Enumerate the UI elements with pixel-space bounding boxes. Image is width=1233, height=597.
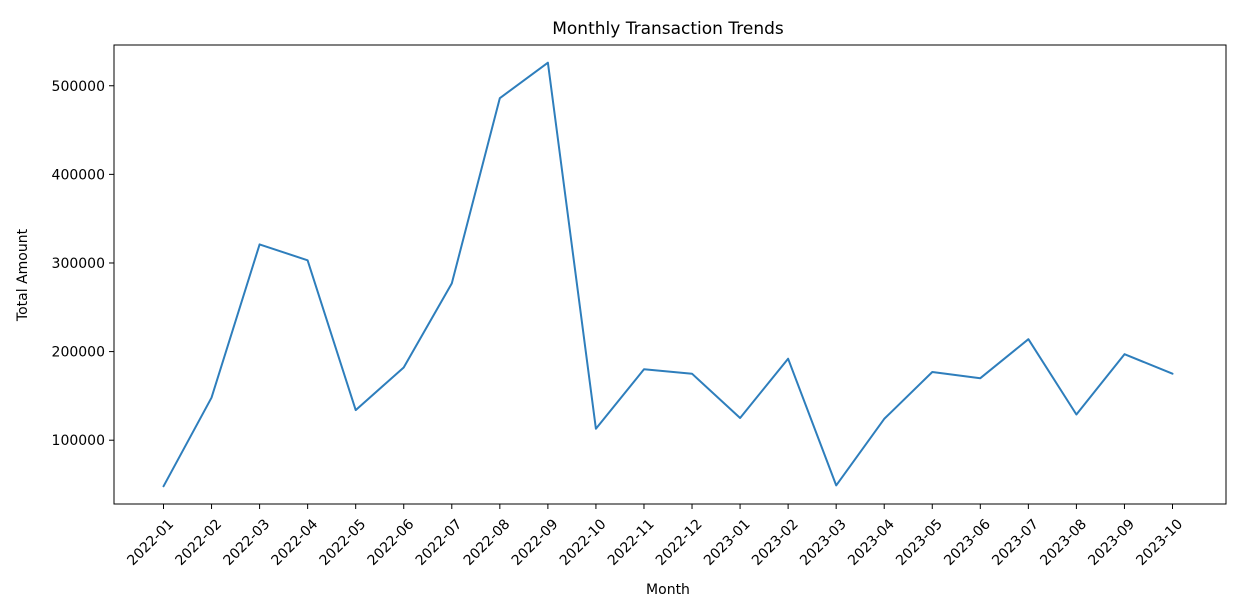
y-axis-label: Total Amount xyxy=(15,228,31,322)
y-tick-label: 400000 xyxy=(52,167,105,183)
x-tick-label: 2023-09 xyxy=(1085,516,1138,569)
x-tick-label: 2022-05 xyxy=(317,516,370,569)
y-tick-label: 100000 xyxy=(52,433,105,449)
x-tick-label: 2023-04 xyxy=(845,516,898,569)
series-layer xyxy=(162,61,1174,488)
x-tick-label: 2023-05 xyxy=(893,516,946,569)
series-line xyxy=(162,61,1174,488)
x-axis-label: Month xyxy=(646,582,690,597)
y-axis: 100000 200000 300000 400000 500000 xyxy=(52,79,114,449)
x-tick-label: 2022-02 xyxy=(172,516,225,569)
x-tick-label: 2023-08 xyxy=(1037,516,1090,569)
x-tick-label: 2022-06 xyxy=(365,516,418,569)
x-tick-label: 2022-10 xyxy=(557,516,610,569)
chart-title: Monthly Transaction Trends xyxy=(552,19,784,39)
x-tick-label: 2022-11 xyxy=(605,516,658,569)
x-tick-label: 2023-01 xyxy=(701,516,754,569)
x-tick-label: 2023-06 xyxy=(941,516,994,569)
x-tick-label: 2022-03 xyxy=(221,516,274,569)
x-tick-label: 2022-09 xyxy=(509,516,562,569)
x-tick-label: 2023-03 xyxy=(797,516,850,569)
x-axis: 2022-012022-022022-032022-042022-052022-… xyxy=(124,504,1186,569)
x-tick-label: 2022-07 xyxy=(413,516,466,569)
x-tick-label: 2022-12 xyxy=(653,516,706,569)
x-tick-label: 2022-08 xyxy=(461,516,514,569)
y-tick-label: 200000 xyxy=(52,345,105,361)
x-tick-label: 2023-10 xyxy=(1133,516,1186,569)
x-tick-label: 2023-07 xyxy=(989,516,1042,569)
y-tick-label: 300000 xyxy=(52,256,105,272)
x-tick-label: 2023-02 xyxy=(749,516,802,569)
x-tick-label: 2022-01 xyxy=(124,516,177,569)
y-tick-label: 500000 xyxy=(52,79,105,95)
x-tick-label: 2022-04 xyxy=(269,516,322,569)
plot-area-frame xyxy=(113,44,1227,505)
